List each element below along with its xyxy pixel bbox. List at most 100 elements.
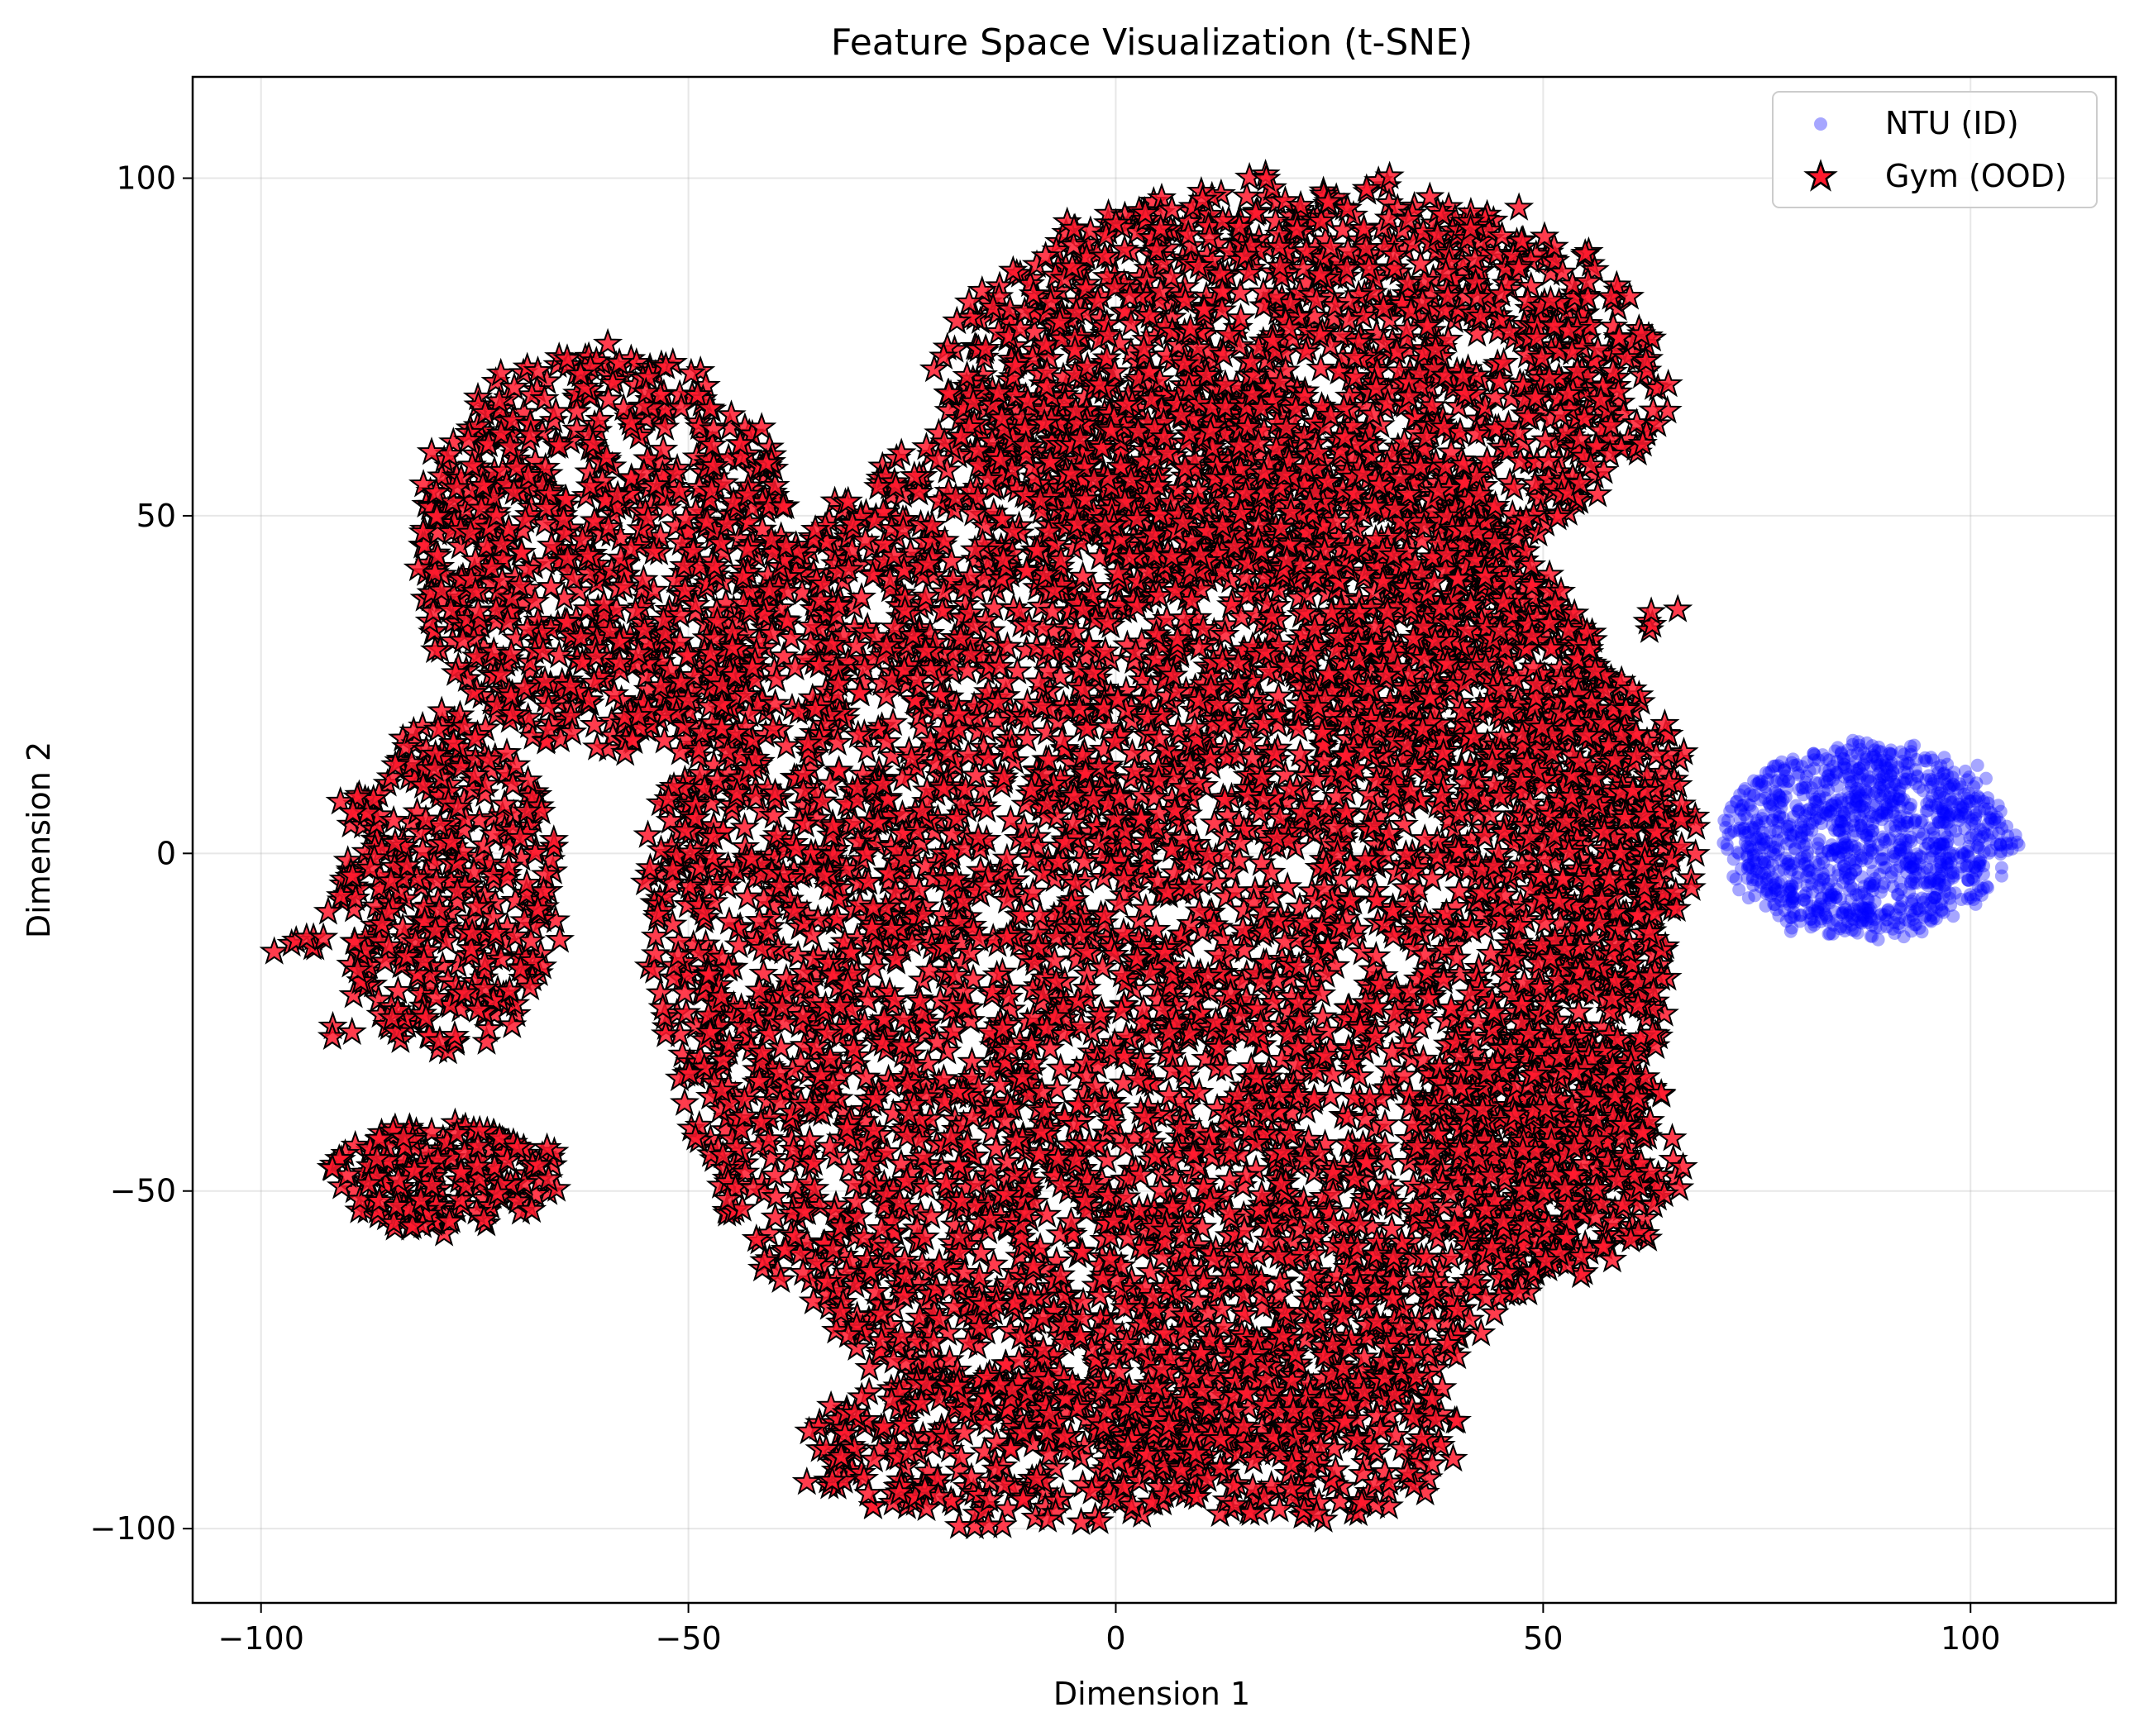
- ntu-point: [1830, 882, 1844, 896]
- ntu-point: [1876, 830, 1890, 844]
- ntu-point: [1817, 899, 1831, 913]
- ntu-point: [1927, 874, 1941, 888]
- ntu-point: [1907, 876, 1921, 890]
- ntu-point: [1907, 860, 1921, 874]
- ntu-point: [1942, 782, 1956, 796]
- ntu-point: [1860, 772, 1874, 786]
- ntu-point: [1856, 758, 1870, 772]
- ntu-point: [1786, 889, 1800, 904]
- ntu-point: [1813, 878, 1827, 892]
- ntu-point: [1805, 899, 1819, 913]
- ntu-point: [1768, 881, 1782, 895]
- points-layer: [259, 159, 2026, 1540]
- ntu-point: [1924, 751, 1938, 765]
- ntu-point: [1752, 818, 1766, 832]
- ntu-point: [1745, 870, 1759, 885]
- ntu-point: [1958, 822, 1972, 836]
- ntu-point: [1934, 844, 1948, 858]
- ntu-point: [1755, 832, 1769, 846]
- ntu-point: [1869, 921, 1883, 934]
- ntu-point: [1848, 923, 1862, 937]
- ntu-point: [1817, 903, 1831, 917]
- ntu-point: [1875, 851, 1889, 866]
- ntu-point: [1757, 837, 1771, 851]
- ntu-point: [1895, 833, 1909, 847]
- ntu-point: [1787, 856, 1801, 870]
- chart-title: Feature Space Visualization (t-SNE): [831, 21, 1473, 64]
- ntu-point: [1776, 889, 1790, 904]
- ntu-point: [1741, 891, 1755, 905]
- ntu-point: [1725, 800, 1739, 814]
- ntu-point: [1928, 890, 1942, 904]
- ntu-point: [1841, 841, 1855, 854]
- ntu-point: [1821, 927, 1836, 941]
- ntu-point: [1750, 848, 1764, 862]
- ntu-point: [1831, 863, 1845, 877]
- ntu-point: [1755, 825, 1769, 839]
- ntu-point: [1759, 872, 1774, 886]
- ntu-point: [1864, 828, 1879, 842]
- ntu-point: [1838, 924, 1852, 937]
- ntu-point: [1837, 837, 1851, 851]
- ntu-point: [1821, 769, 1835, 783]
- ntu-point: [1798, 780, 1812, 794]
- ntu-point: [1893, 782, 1907, 796]
- ntu-point: [1979, 771, 1993, 785]
- ntu-point: [1874, 853, 1888, 866]
- ntu-point: [1965, 870, 1979, 885]
- ntu-point: [1931, 797, 1946, 811]
- ntu-point: [1962, 839, 1976, 853]
- ntu-point: [1919, 892, 1933, 906]
- ntu-point: [1832, 823, 1846, 837]
- ntu-point: [1878, 757, 1892, 771]
- ntu-point: [1855, 822, 1869, 836]
- ntu-point: [1737, 808, 1751, 822]
- ntu-point: [1939, 798, 1953, 812]
- ntu-point: [1940, 777, 1954, 791]
- ntu-point: [1842, 871, 1855, 885]
- ntu-point: [1743, 787, 1757, 801]
- ntu-point: [1901, 819, 1915, 833]
- ntu-point: [1798, 856, 1812, 870]
- ntu-point: [1764, 799, 1778, 813]
- ntu-point: [1894, 882, 1908, 896]
- ntu-point: [1836, 905, 1850, 919]
- ntu-point: [1742, 858, 1756, 871]
- ntu-point: [1974, 853, 1988, 867]
- ntu-point: [1861, 915, 1875, 929]
- ntu-point: [1943, 808, 1957, 822]
- ntu-point: [1904, 830, 1918, 844]
- ntu-point: [1828, 823, 1842, 837]
- ntu-point: [1792, 866, 1805, 880]
- ntu-point: [1841, 914, 1855, 928]
- ntu-point: [1783, 858, 1798, 872]
- ntu-point: [1793, 803, 1807, 817]
- ntu-point: [1845, 748, 1859, 762]
- ntu-point: [1793, 914, 1807, 928]
- ntu-point: [1716, 836, 1731, 850]
- ntu-point: [1788, 909, 1802, 923]
- ntu-point: [1786, 890, 1800, 904]
- ntu-point: [1766, 798, 1780, 812]
- ntu-point: [1785, 756, 1799, 770]
- ntu-point: [1759, 765, 1773, 780]
- ntu-point: [1886, 765, 1900, 780]
- ntu-point: [1937, 766, 1951, 780]
- ntu-point: [1922, 794, 1936, 808]
- ntu-point: [1735, 862, 1748, 876]
- ntu-point: [1906, 860, 1920, 874]
- ntu-point: [1796, 781, 1810, 795]
- ntu-point: [1876, 880, 1890, 894]
- ntu-point: [1796, 814, 1810, 828]
- ntu-point: [1910, 847, 1924, 861]
- ntu-point: [1841, 768, 1855, 782]
- ntu-point: [1893, 838, 1906, 852]
- ntu-point: [1936, 838, 1950, 852]
- ntu-point: [1765, 870, 1779, 885]
- ntu-point: [1779, 769, 1793, 783]
- ntu-point: [1909, 851, 1923, 866]
- ntu-point: [1955, 780, 1969, 794]
- ntu-point: [1915, 813, 1929, 827]
- ntu-point: [1771, 889, 1785, 904]
